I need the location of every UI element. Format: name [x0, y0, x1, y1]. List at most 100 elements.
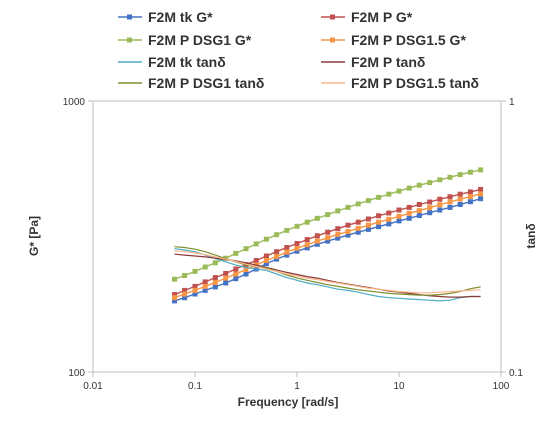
- data-point: [314, 215, 320, 221]
- data-point: [263, 258, 269, 263]
- legend-item: F2M P tanδ: [321, 54, 425, 70]
- data-point: [202, 287, 208, 293]
- data-point: [314, 233, 320, 239]
- legend-label: F2M P DSG1 G*: [148, 32, 252, 48]
- data-point: [274, 232, 280, 238]
- series-0: [172, 196, 484, 304]
- data-point: [437, 177, 443, 183]
- legend-swatch-marker: [330, 37, 335, 43]
- x-tick-label: 1: [294, 381, 300, 392]
- y-left-tick-label: 1000: [63, 97, 86, 108]
- legend-item: F2M tk G*: [118, 9, 213, 25]
- data-point: [172, 298, 177, 304]
- x-tick-label: 0.1: [188, 381, 202, 392]
- data-point: [325, 238, 331, 244]
- x-axis-title: Frequency [rad/s]: [238, 395, 339, 409]
- data-point: [182, 295, 188, 301]
- x-tick-label: 100: [493, 381, 510, 392]
- data-point: [294, 245, 300, 251]
- data-point: [253, 258, 259, 263]
- data-point: [304, 242, 310, 248]
- data-point: [478, 167, 484, 173]
- data-point: [294, 241, 300, 246]
- data-point: [314, 241, 320, 247]
- data-point: [437, 207, 443, 213]
- series-line: [174, 248, 481, 302]
- y-axis-title-left: G* [Pa]: [27, 216, 41, 256]
- x-tick-label: 10: [393, 381, 405, 392]
- data-point: [223, 271, 229, 276]
- data-point: [365, 222, 371, 228]
- data-point: [274, 249, 280, 255]
- data-point: [467, 169, 473, 175]
- data-point: [416, 182, 422, 188]
- data-point: [457, 202, 463, 207]
- data-point: [212, 284, 218, 290]
- series-6: [174, 246, 481, 296]
- data-point: [457, 172, 463, 178]
- data-point: [406, 185, 412, 191]
- data-point: [427, 199, 433, 205]
- data-point: [345, 204, 351, 210]
- data-point: [294, 223, 300, 229]
- data-point: [447, 204, 453, 210]
- data-point: [355, 225, 361, 231]
- data-point: [304, 219, 310, 225]
- data-point: [233, 250, 239, 256]
- data-point: [233, 276, 239, 282]
- series-2: [172, 167, 484, 282]
- data-point: [263, 253, 269, 259]
- legend: F2M tk G* F2M P G* F2M P DSG1 G* F2M P DSG1…: [118, 9, 479, 91]
- data-point: [182, 291, 188, 297]
- data-point: [386, 191, 392, 197]
- data-point: [284, 227, 290, 233]
- data-point: [192, 287, 198, 293]
- series-4: [174, 248, 481, 302]
- series-line: [174, 250, 481, 294]
- data-point: [345, 232, 351, 238]
- data-point: [396, 218, 402, 224]
- data-point: [416, 202, 422, 207]
- legend-swatch-marker: [127, 37, 132, 43]
- data-point: [243, 271, 249, 277]
- data-point: [376, 194, 382, 200]
- legend-swatch-marker: [127, 14, 132, 20]
- data-point: [416, 208, 422, 214]
- data-point: [467, 194, 473, 200]
- data-point: [427, 205, 433, 211]
- data-point: [223, 275, 229, 281]
- series-3: [172, 191, 484, 301]
- data-point: [233, 266, 239, 272]
- data-point: [396, 207, 402, 213]
- legend-label: F2M tk G*: [148, 9, 213, 25]
- legend-label: F2M tk tanδ: [148, 54, 226, 70]
- data-point: [202, 279, 208, 285]
- data-point: [243, 246, 249, 252]
- data-point: [478, 196, 484, 202]
- data-point: [212, 260, 218, 266]
- data-point: [355, 201, 361, 207]
- data-point: [192, 268, 198, 274]
- data-point: [212, 280, 218, 285]
- data-point: [274, 256, 280, 262]
- data-point: [355, 219, 361, 225]
- y-axis-title-right: tanδ: [524, 223, 538, 248]
- data-point: [284, 249, 290, 255]
- legend-swatch-marker: [330, 14, 335, 20]
- data-point: [202, 264, 208, 270]
- data-point: [345, 229, 351, 234]
- data-point: [447, 174, 453, 180]
- data-point: [386, 221, 392, 227]
- data-point: [212, 275, 218, 281]
- data-point: [202, 283, 208, 289]
- data-point: [182, 273, 188, 278]
- data-point: [335, 226, 341, 232]
- data-point: [223, 280, 229, 286]
- data-point: [182, 287, 188, 293]
- data-point: [376, 213, 382, 219]
- data-point: [467, 189, 473, 195]
- data-point: [376, 219, 382, 225]
- data-point: [427, 210, 433, 216]
- data-point: [325, 229, 331, 235]
